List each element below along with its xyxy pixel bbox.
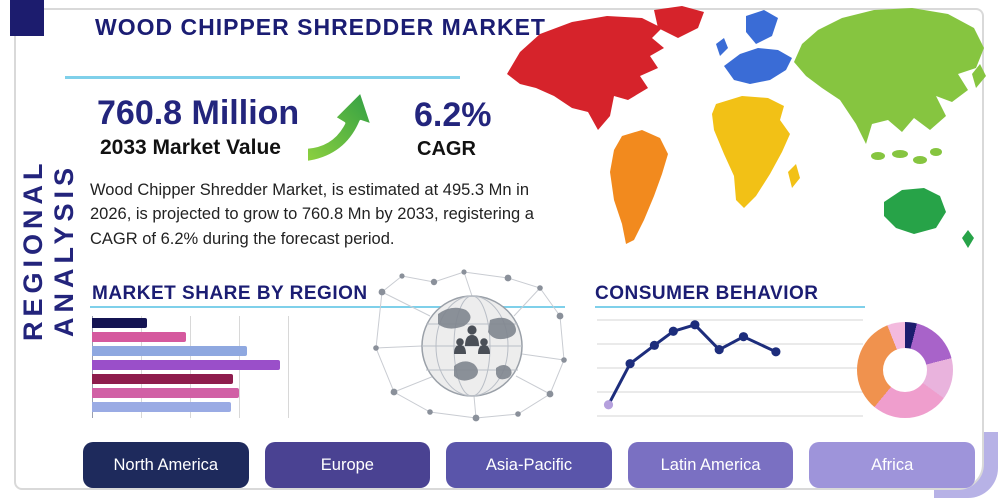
donut-hole: [883, 348, 927, 392]
divider-line-top: [65, 76, 460, 79]
continent-south-america: [610, 130, 668, 244]
continent-australia: [884, 188, 946, 234]
region-button-asia-pacific[interactable]: Asia-Pacific: [446, 442, 612, 488]
market-value: 760.8 Million: [97, 94, 300, 132]
islands-southeast-asia: [871, 148, 942, 164]
bar-gridline: [288, 316, 289, 418]
page-title: WOOD CHIPPER SHREDDER MARKET: [95, 14, 546, 40]
region-button-africa[interactable]: Africa: [809, 442, 975, 488]
cagr-label: CAGR: [417, 138, 476, 160]
region-buttons: North America Europe Asia-Pacific Latin …: [83, 442, 975, 488]
divider-line-market-share: [90, 306, 565, 308]
region-button-latin-america[interactable]: Latin America: [627, 442, 794, 488]
corner-accent-navy: [10, 0, 44, 36]
growth-arrow-icon: [305, 90, 374, 164]
market-share-heading: MARKET SHARE BY REGION: [92, 283, 368, 304]
continent-north-america: [507, 16, 664, 130]
continent-asia: [794, 8, 984, 144]
divider-line-consumer: [595, 306, 865, 308]
island-greenland: [654, 6, 704, 38]
consumer-behavior-heading: CONSUMER BEHAVIOR: [595, 283, 819, 304]
region-button-europe[interactable]: Europe: [264, 442, 431, 488]
region-scandinavia: [746, 10, 778, 44]
island-uk: [716, 38, 728, 56]
continent-europe: [724, 48, 792, 84]
bar-region-4: [92, 360, 281, 370]
continent-africa: [712, 96, 790, 208]
bar-region-6: [92, 388, 239, 398]
bar-region-5: [92, 374, 234, 384]
market-value-label: 2033 Market Value: [100, 136, 281, 159]
island-madagascar: [788, 164, 800, 188]
world-map: [507, 6, 986, 248]
bar-region-1: [92, 318, 147, 328]
line-chart: [597, 319, 863, 417]
cagr-value: 6.2%: [414, 96, 492, 134]
island-new-zealand: [962, 230, 974, 248]
globe-network-icon: [373, 269, 567, 422]
region-button-north-america[interactable]: North America: [83, 442, 249, 488]
bar-region-7: [92, 402, 232, 412]
island-japan: [972, 64, 986, 88]
market-description: Wood Chipper Shredder Market, is estimat…: [90, 181, 534, 248]
bar-region-3: [92, 346, 247, 356]
regional-analysis-label: REGIONAL ANALYSIS: [18, 158, 79, 342]
bar-region-2: [92, 332, 187, 342]
bar-chart: [92, 316, 289, 418]
donut-chart: [857, 322, 953, 418]
